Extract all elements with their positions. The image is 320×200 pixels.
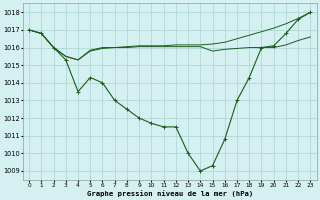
X-axis label: Graphe pression niveau de la mer (hPa): Graphe pression niveau de la mer (hPa) — [87, 190, 253, 197]
